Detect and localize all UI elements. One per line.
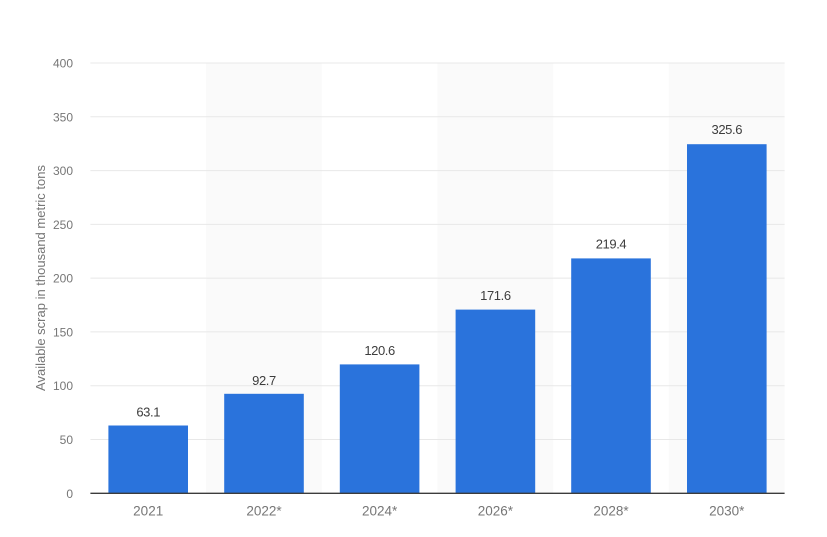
- svg-text:Available scrap in thousand me: Available scrap in thousand metric tons: [33, 165, 48, 391]
- svg-text:50: 50: [60, 433, 74, 447]
- svg-text:2028*: 2028*: [593, 504, 629, 519]
- svg-text:150: 150: [53, 325, 73, 339]
- svg-text:120.6: 120.6: [364, 343, 395, 358]
- svg-text:400: 400: [53, 57, 73, 71]
- svg-text:2021: 2021: [133, 504, 163, 519]
- svg-text:63.1: 63.1: [136, 405, 160, 420]
- svg-text:2022*: 2022*: [246, 504, 282, 519]
- svg-text:2030*: 2030*: [709, 504, 745, 519]
- svg-text:219.4: 219.4: [596, 237, 627, 252]
- svg-text:250: 250: [53, 218, 73, 232]
- svg-text:300: 300: [53, 164, 73, 178]
- svg-text:325.6: 325.6: [712, 122, 743, 137]
- svg-text:92.7: 92.7: [252, 373, 276, 388]
- svg-text:100: 100: [53, 379, 73, 393]
- svg-text:0: 0: [66, 487, 73, 501]
- svg-text:350: 350: [53, 110, 73, 124]
- svg-text:2024*: 2024*: [362, 504, 398, 519]
- svg-text:200: 200: [53, 272, 73, 286]
- svg-text:171.6: 171.6: [480, 288, 511, 303]
- svg-text:2026*: 2026*: [478, 504, 514, 519]
